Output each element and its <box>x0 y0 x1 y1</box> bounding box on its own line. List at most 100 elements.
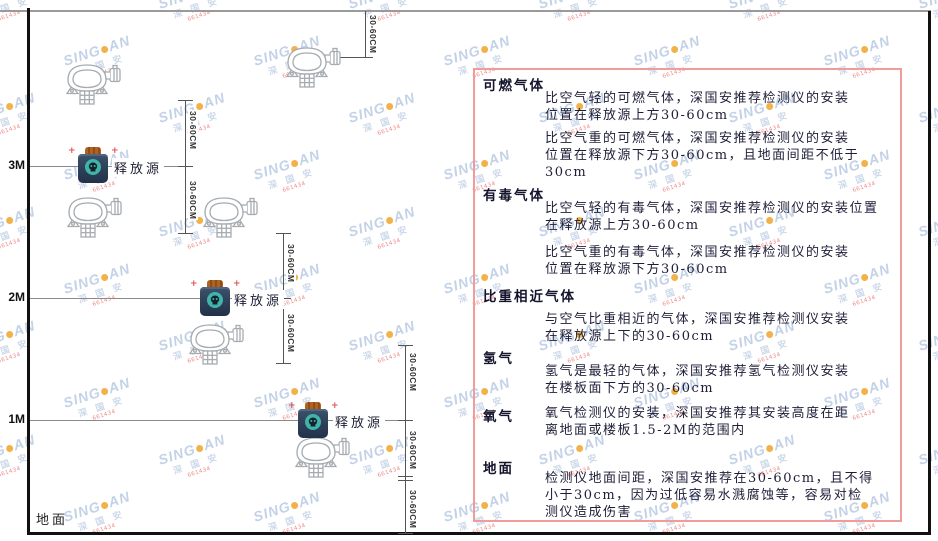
watermark-code: 661434 <box>186 123 212 137</box>
dimension-label: 30-60CM <box>408 430 418 471</box>
gas-detector-icon <box>188 323 244 372</box>
right-wall-line <box>928 11 931 535</box>
left-wall-line <box>27 8 30 535</box>
axis-label-1m: 1M <box>8 412 25 426</box>
dimension-line <box>365 11 366 57</box>
watermark-dot-icon <box>5 102 15 111</box>
watermark-dot-icon <box>670 45 680 54</box>
dimension-extension-line <box>337 57 365 58</box>
section-heading-1: 可燃气体 <box>483 78 545 94</box>
installation-guide-panel: 可燃气体 比空气轻的可燃气体，深国安推荐检测仪的安装 位置在释放源上方30-60c… <box>473 68 902 522</box>
watermark-code: 661434 <box>0 237 22 251</box>
dimension-tick <box>276 363 291 364</box>
section-heading-6: 地面 <box>483 461 514 477</box>
dimension-tick <box>398 420 413 421</box>
watermark-dot-icon <box>100 273 110 282</box>
watermark-dot-icon <box>385 102 395 111</box>
height-line-2m <box>30 298 283 299</box>
watermark-dot-icon <box>100 45 110 54</box>
watermark-chinese: 深 国 安 <box>172 452 222 477</box>
watermark-chinese: 深 国 安 <box>362 110 412 135</box>
source-body <box>298 409 328 438</box>
watermark-dot-icon <box>385 216 395 225</box>
watermark-code: 661434 <box>186 465 212 479</box>
watermark-chinese: 深 国 安 <box>172 0 222 21</box>
section-paragraph: 比空气重的可燃气体，深国安推荐检测仪的安装 位置在释放源下方30-60cm，且地… <box>545 131 860 180</box>
section-paragraph: 检测仪地面间距，深国安推荐在30-60cm，且不得 小于30cm，因为过低容易水… <box>545 471 874 520</box>
dimension-label: 30-60CM <box>188 110 198 151</box>
watermark-dot-icon <box>5 444 15 453</box>
source-cap <box>305 402 321 410</box>
source-body <box>78 154 108 183</box>
dimension-label: 30-60CM <box>368 14 378 55</box>
spark-icon: + <box>288 401 296 411</box>
section-paragraph: 氢气是最轻的气体，深国安推荐氢气检测仪安装 在楼板面下方的30-60cm <box>545 364 850 396</box>
dimension-tick <box>358 57 373 58</box>
source-cap <box>85 147 101 155</box>
watermark-dot-icon <box>195 444 205 453</box>
watermark-code: 661434 <box>281 180 307 194</box>
hazard-symbol-icon <box>305 414 321 430</box>
watermark-code: 661434 <box>0 123 22 137</box>
height-line-1m <box>30 420 405 421</box>
watermark-chinese: 深 国 安 <box>267 167 317 192</box>
release-source-label: 释放源 <box>112 158 165 177</box>
dimension-break-tick <box>398 480 413 481</box>
section-paragraph: 与空气比重相近的气体，深国安推荐检测仪安装 在释放源上下的30-60cm <box>545 312 850 344</box>
ceiling-line <box>0 10 931 12</box>
gas-detector-icon <box>66 196 122 245</box>
gas-detector-icon <box>294 436 350 485</box>
release-source-label: 释放源 <box>333 412 386 431</box>
watermark-code: 661434 <box>91 294 117 308</box>
watermark-dot-icon <box>385 444 395 453</box>
watermark-chinese: 深 国 安 <box>0 110 32 134</box>
gas-detector-icon <box>65 63 121 112</box>
watermark-chinese: 深 国 安 <box>0 0 32 21</box>
watermark-code: 661434 <box>566 9 592 23</box>
section-paragraph: 比空气重的有毒气体，深国安推荐检测仪的安装 位置在释放源下方30-60cm <box>545 245 850 277</box>
section-paragraph: 比空气轻的有毒气体，深国安推荐检测仪的安装位置 在释放源上方30-60cm <box>545 201 879 233</box>
section-heading-5: 氧气 <box>483 409 514 425</box>
source-body <box>200 287 230 316</box>
dimension-label: 30-60CM <box>286 243 296 284</box>
watermark-dot-icon <box>5 216 15 225</box>
dimension-tick <box>276 233 291 234</box>
watermark-dot-icon <box>5 330 15 339</box>
watermark-dot-icon <box>100 387 110 396</box>
watermark-dot-icon <box>385 330 395 339</box>
watermark-dot-icon <box>290 159 300 168</box>
spark-icon: + <box>111 146 119 156</box>
dimension-label: 30-60CM <box>408 352 418 393</box>
section-heading-3: 比重相近气体 <box>483 289 576 305</box>
release-source-label: 释放源 <box>232 290 285 309</box>
watermark-code: 661434 <box>0 465 22 479</box>
watermark-chinese: 深 国 安 <box>0 338 32 362</box>
watermark-code: 661434 <box>0 351 22 365</box>
watermark-code: 661434 <box>281 522 307 536</box>
watermark-code: 661434 <box>186 9 212 23</box>
watermark-dot-icon <box>290 387 300 396</box>
watermark-chinese: 深 国 安 <box>77 281 127 306</box>
dimension-label: 30-60CM <box>286 313 296 354</box>
watermark-chinese: 深 国 安 <box>0 452 32 476</box>
watermark-code: 661434 <box>91 522 117 536</box>
ground-line <box>27 532 931 535</box>
axis-label-3m: 3M <box>8 158 25 172</box>
